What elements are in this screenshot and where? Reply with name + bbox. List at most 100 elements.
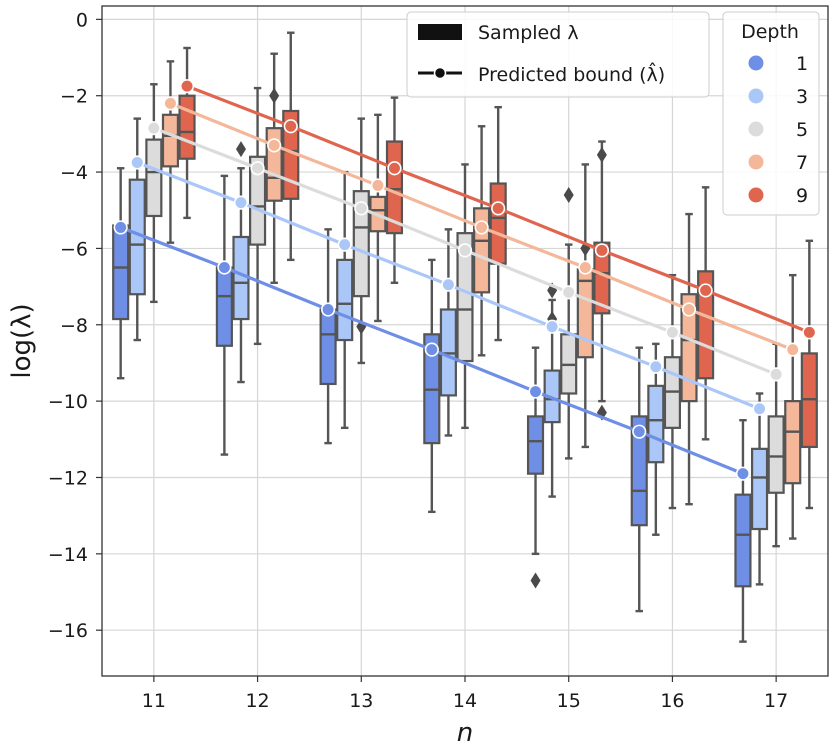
legend-depth-marker-3 xyxy=(748,88,764,104)
predicted-point-depth-3 xyxy=(130,155,145,170)
x-tick-label: 16 xyxy=(660,690,684,712)
legend-depth-marker-7 xyxy=(748,154,764,170)
axes: n log(λ) 0 −2 −4 −6 −8 −10 −12 −14 −16 11 12 13 14 15… xyxy=(7,9,788,748)
box-iqr xyxy=(734,493,752,588)
predicted-point-depth-7 xyxy=(785,342,800,357)
box-iqr xyxy=(526,415,545,475)
predicted-point-depth-1 xyxy=(528,384,543,399)
box-iqr xyxy=(178,94,196,160)
predicted-point-depth-9 xyxy=(698,283,713,298)
box-depth-9-n-16 xyxy=(697,186,715,441)
box-iqr xyxy=(750,447,769,531)
predicted-point-depth-9 xyxy=(283,119,298,134)
box-iqr xyxy=(680,293,698,403)
predicted-point-depth-5 xyxy=(146,121,161,136)
box-depth-1-n-12 xyxy=(215,174,233,456)
legend-depth-label-3: 3 xyxy=(796,86,808,108)
legend-depth-frame xyxy=(722,11,820,216)
box-depth-1-n-15 xyxy=(526,346,545,589)
predicted-point-depth-9 xyxy=(491,201,506,216)
y-tick-label: −2 xyxy=(60,86,88,108)
predicted-bound-lines xyxy=(113,79,817,481)
predicted-point-depth-5 xyxy=(665,325,680,340)
box-depth-7-n-17 xyxy=(784,273,802,540)
predicted-swatch-marker xyxy=(433,66,447,80)
y-tick-label: 0 xyxy=(76,9,88,31)
legend-style-frame xyxy=(406,11,710,98)
predicted-point-depth-7 xyxy=(267,138,282,153)
y-tick-label: −12 xyxy=(48,467,88,489)
predicted-point-depth-7 xyxy=(163,96,178,111)
legend-depth-label-5: 5 xyxy=(796,119,808,141)
flier xyxy=(235,141,246,158)
predicted-point-depth-3 xyxy=(545,319,560,334)
box-depth-1-n-16 xyxy=(630,346,648,613)
predicted-point-depth-3 xyxy=(233,195,249,210)
box-depth-7-n-11 xyxy=(161,60,180,244)
sampled-swatch xyxy=(418,24,462,40)
box-depth-3-n-11 xyxy=(128,117,146,342)
predicted-point-depth-1 xyxy=(424,342,439,357)
box-iqr xyxy=(456,232,474,363)
box-depth-7-n-15 xyxy=(576,163,594,449)
predicted-point-depth-3 xyxy=(648,359,663,374)
box-depth-9-n-15 xyxy=(593,140,611,421)
predicted-point-depth-5 xyxy=(561,285,576,300)
x-tick-label: 15 xyxy=(557,690,581,712)
predicted-point-depth-7 xyxy=(474,220,489,235)
box-depth-3-n-13 xyxy=(336,170,354,430)
predicted-point-depth-5 xyxy=(250,161,265,176)
box-iqr xyxy=(112,224,130,321)
x-tick-label: 12 xyxy=(245,690,269,712)
flier xyxy=(269,87,280,104)
y-tick-label: −14 xyxy=(48,544,88,566)
legend-depth: Depth 1 3 5 7 9 xyxy=(722,11,820,216)
legend-depth-title: Depth xyxy=(741,21,799,43)
box-iqr xyxy=(161,113,180,168)
box-iqr xyxy=(319,308,337,386)
box-depth-5-n-14 xyxy=(456,163,474,430)
legend-depth-label-1: 1 xyxy=(796,53,808,75)
predicted-point-depth-3 xyxy=(337,237,352,252)
x-tick-label: 13 xyxy=(349,690,373,712)
box-depth-9-n-12 xyxy=(282,31,300,262)
legend-style: Sampled λ Predicted bound (λ̂) xyxy=(406,11,710,98)
legend-depth-marker-9 xyxy=(748,187,764,203)
predicted-point-depth-1 xyxy=(217,260,232,275)
box-iqr xyxy=(249,155,267,246)
box-iqr xyxy=(352,190,370,298)
box-iqr xyxy=(576,268,594,359)
box-depth-1-n-17 xyxy=(734,419,752,643)
box-depth-7-n-16 xyxy=(680,212,698,506)
legend-depth-label-7: 7 xyxy=(796,152,808,174)
legend-depth-label-9: 9 xyxy=(796,185,808,207)
predicted-point-depth-1 xyxy=(735,466,751,481)
y-tick-label: −8 xyxy=(60,315,88,337)
legend-predicted-label: Predicted bound (λ̂) xyxy=(478,62,665,86)
legend-depth-marker-1 xyxy=(748,55,764,71)
predicted-point-depth-9 xyxy=(387,161,402,176)
box-iqr xyxy=(630,415,648,527)
box-depth-7-n-14 xyxy=(473,125,491,357)
box-iqr xyxy=(697,270,715,380)
y-tick-label: −6 xyxy=(60,238,88,260)
y-tick-label: −10 xyxy=(48,391,88,413)
predicted-point-depth-1 xyxy=(632,424,647,439)
box-depth-1-n-13 xyxy=(319,228,337,445)
predicted-point-depth-9 xyxy=(179,79,195,94)
predicted-point-depth-9 xyxy=(594,243,610,258)
box-depth-3-n-15 xyxy=(543,282,561,498)
predicted-point-depth-5 xyxy=(769,367,784,382)
box-depth-1-n-11 xyxy=(112,167,130,380)
box-iqr xyxy=(647,384,665,464)
box-depth-3-n-14 xyxy=(439,228,457,437)
predicted-point-depth-7 xyxy=(370,178,385,193)
predicted-point-depth-1 xyxy=(113,220,128,235)
x-axis-label: n xyxy=(457,718,473,748)
box-iqr xyxy=(489,182,507,265)
box-depth-3-n-12 xyxy=(232,141,250,384)
predicted-point-depth-3 xyxy=(752,401,767,416)
box-iqr xyxy=(784,400,802,485)
box-depth-5-n-16 xyxy=(663,273,681,510)
